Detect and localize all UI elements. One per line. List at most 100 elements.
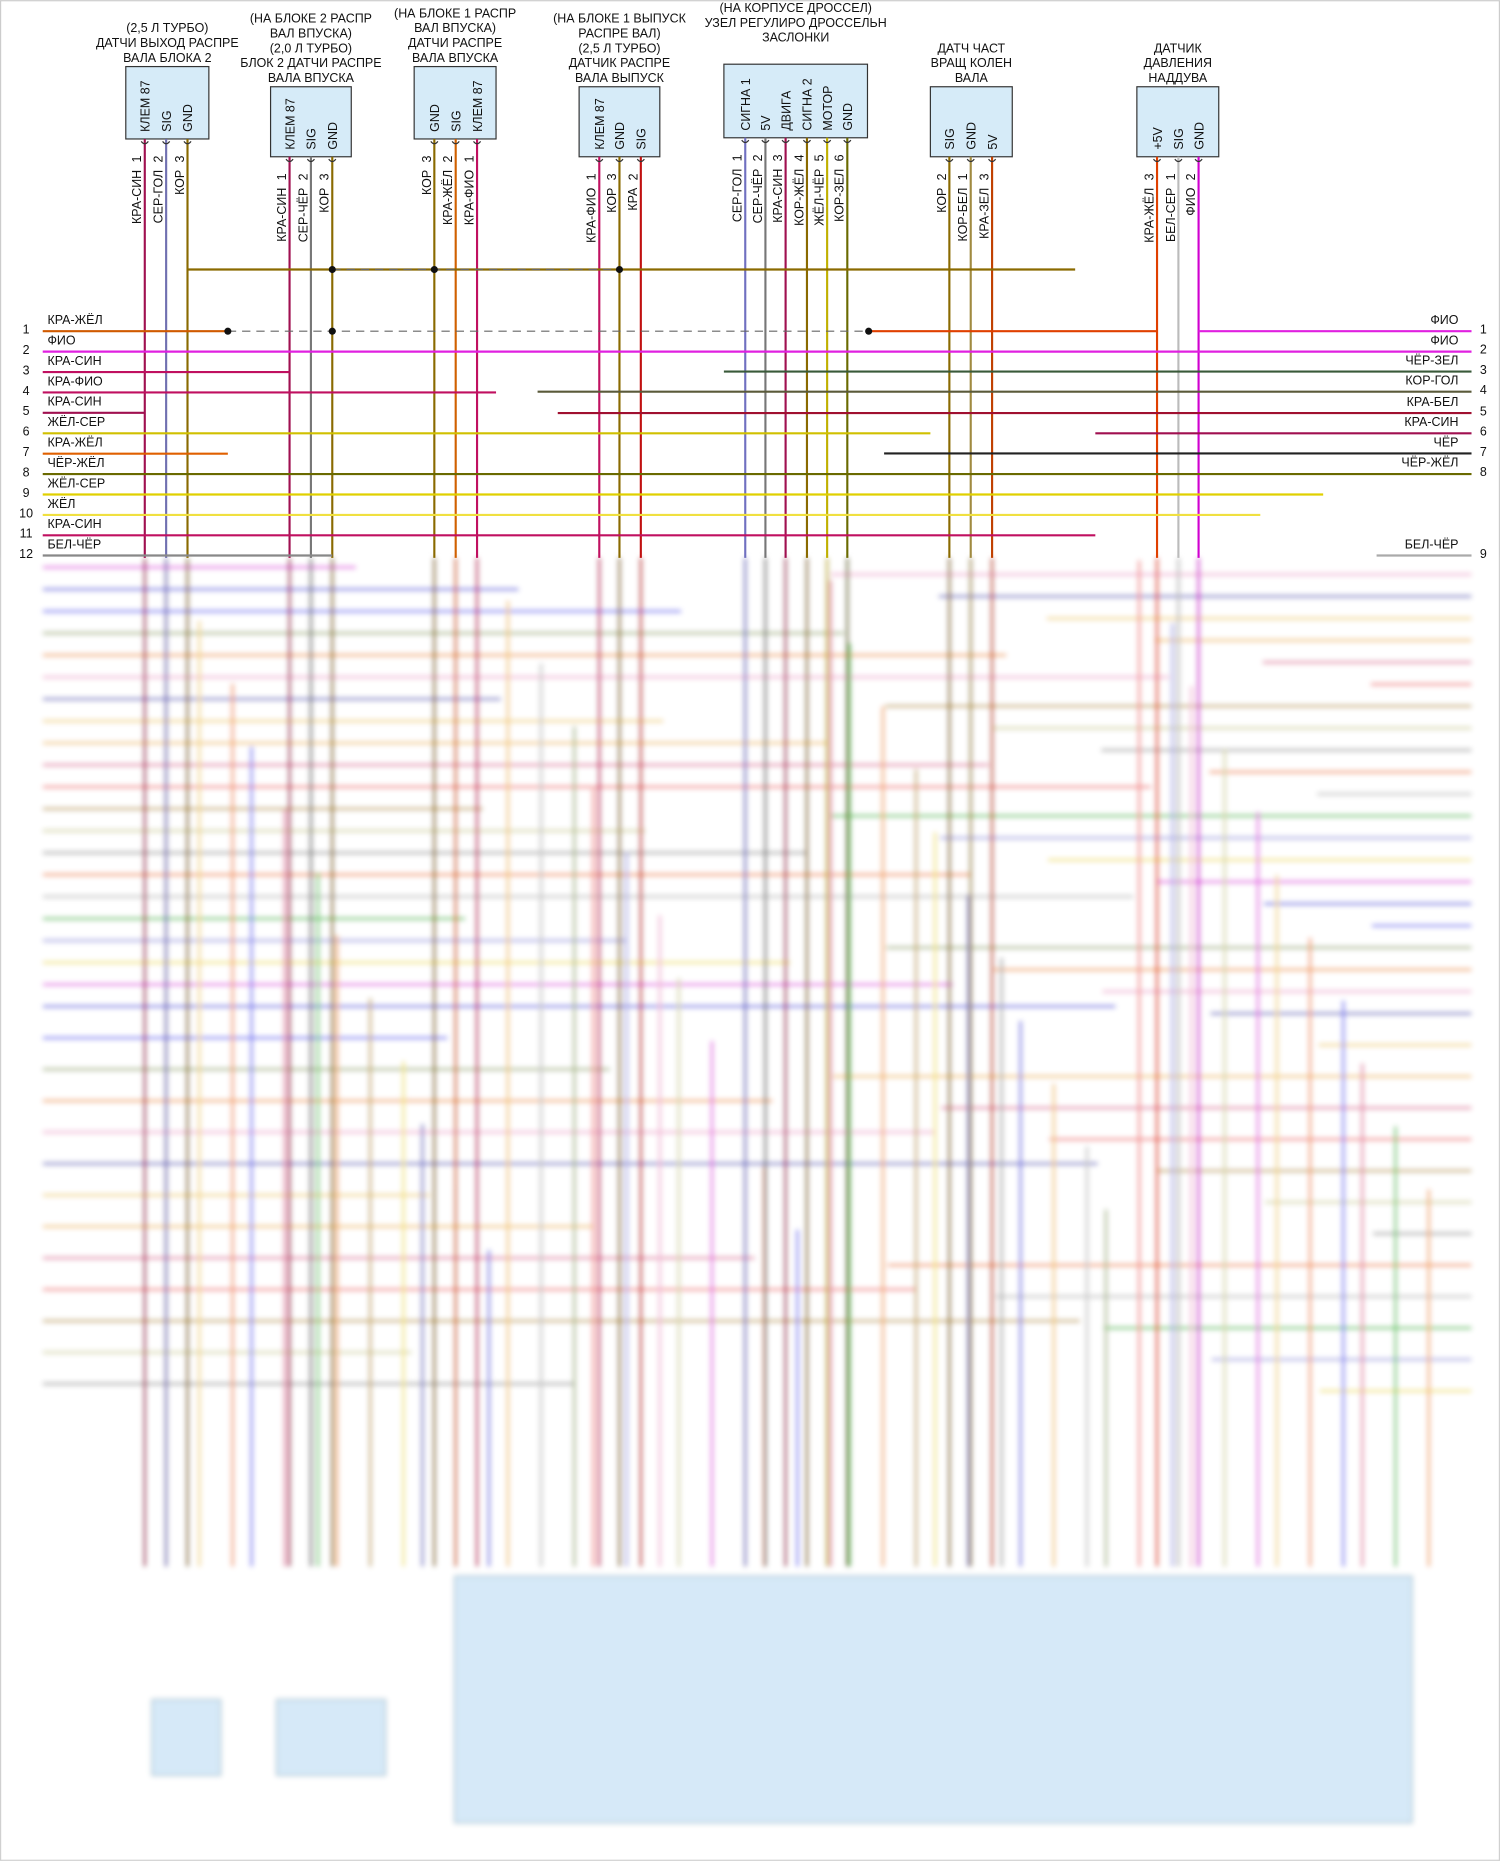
- row-number: 12: [19, 547, 33, 561]
- row-number: 6: [1480, 425, 1487, 439]
- pin-number: 2: [441, 156, 455, 163]
- row-label: КРА-ЖЁЛ: [47, 313, 102, 327]
- connector-title: ВАЛА: [955, 71, 989, 85]
- connector-title: (НА БЛОКЕ 1 ВЫПУСК: [553, 12, 687, 26]
- wire-color: КРА-ЖЁЛ: [441, 170, 455, 225]
- row-number: 7: [23, 445, 30, 459]
- wire-color: СЕР-ГОЛ: [152, 170, 166, 224]
- pin-label: SIG: [943, 128, 957, 149]
- splice: [328, 265, 336, 274]
- row-label: ЧЁР-ЗЕЛ: [1405, 353, 1458, 367]
- pin-arc: [843, 139, 852, 144]
- row-label: КРА-ЖЁЛ: [47, 436, 102, 450]
- connector-title: (НА КОРПУСЕ ДРОССЕЛ): [719, 1, 871, 15]
- row-label: КРА-БЕЛ: [1407, 395, 1459, 409]
- pin-label: GND: [428, 104, 442, 132]
- pin-number: 1: [731, 154, 745, 161]
- pin-label: GND: [964, 122, 978, 150]
- wire-color: КОР: [420, 170, 434, 195]
- wire-color: КОР-ЗЕЛ: [833, 169, 847, 222]
- pin-number: 3: [173, 156, 187, 163]
- pin-arc: [183, 140, 192, 145]
- pin-arc: [328, 158, 337, 163]
- wire-color: КРА-ЗЕЛ: [978, 188, 992, 239]
- wire-color: КОР: [173, 170, 187, 195]
- pin-arc: [823, 139, 832, 144]
- wire-color: КРА-ЖЁЛ: [1142, 188, 1156, 243]
- pin-arc: [451, 140, 460, 145]
- splice: [865, 327, 873, 335]
- row-number: 9: [23, 486, 30, 500]
- splice: [328, 327, 336, 335]
- pin-label: +5V: [1151, 126, 1165, 149]
- row-number: 4: [1480, 383, 1487, 397]
- row-label: КРА-СИН: [47, 395, 101, 409]
- wire-color: КРА-СИН: [130, 170, 144, 224]
- row-number: 10: [19, 506, 33, 520]
- blurred-area: [0, 557, 1500, 1861]
- connector-box: [125, 65, 210, 140]
- row-label: ЖЁЛ: [47, 497, 75, 511]
- pin-arc: [741, 139, 750, 144]
- row-number: 9: [1480, 547, 1487, 561]
- connector-title: ДАТЧ ЧАСТ: [937, 41, 1005, 55]
- row-number: 7: [1480, 445, 1487, 459]
- connector-title: ДАТЧИК РАСПРЕ: [569, 56, 670, 70]
- pin-number: 1: [462, 156, 476, 163]
- fade: [0, 557, 1500, 1861]
- connector-title: ВАЛА ВПУСКА: [412, 51, 499, 65]
- connector-title: ЗАСЛОНКИ: [762, 31, 829, 45]
- wire-color: СЕР-ГОЛ: [731, 169, 745, 223]
- pin-arc: [945, 158, 954, 163]
- pin-number: 3: [420, 156, 434, 163]
- connector-title: (2,0 Л ТУРБО): [270, 41, 352, 55]
- connector-title: ВАЛА БЛОКА 2: [123, 51, 211, 65]
- pin-arc: [781, 139, 790, 144]
- connector-box: [723, 63, 869, 139]
- pin-label: GND: [613, 122, 627, 150]
- row-label: КРА-СИН: [47, 354, 101, 368]
- row-number: 8: [1480, 465, 1487, 479]
- pin-arc: [306, 158, 315, 163]
- pin-number: 1: [1164, 173, 1178, 180]
- pin-arc: [1174, 158, 1183, 163]
- pin-number: 2: [296, 173, 310, 180]
- row-number: 1: [23, 323, 30, 337]
- pin-number: 3: [978, 173, 992, 180]
- row-number: 8: [23, 465, 30, 479]
- row-label: ЖЁЛ-СЕР: [47, 476, 105, 490]
- wire-color: СЕР-ЧЁР: [751, 169, 765, 224]
- pin-label: SIG: [449, 110, 463, 131]
- row-label: ФИО: [47, 334, 75, 348]
- wire-color: КОР-БЕЛ: [956, 188, 970, 242]
- row-number: 6: [23, 425, 30, 439]
- pin-label: СИГНА 1: [739, 78, 753, 130]
- pin-arc: [761, 139, 770, 144]
- connector-title: ДАТЧИ РАСПРЕ: [408, 36, 502, 50]
- pin-number: 4: [792, 154, 806, 161]
- connector-box: [269, 86, 352, 158]
- pin-arc: [636, 158, 645, 163]
- pin-label: СИГНА 2: [801, 78, 815, 130]
- connector-title: НАДДУВА: [1148, 71, 1208, 85]
- connector-title: (НА БЛОКЕ 1 РАСПР: [394, 6, 516, 20]
- row-label: КРА-ФИО: [47, 374, 103, 388]
- row-label: БЕЛ-ЧЁР: [47, 537, 101, 551]
- row-label: ФИО: [1430, 333, 1458, 347]
- pin-label: МОТОР: [821, 86, 835, 131]
- pin-label: SIG: [160, 110, 174, 131]
- pin-number: 1: [956, 173, 970, 180]
- pin-label: GND: [326, 122, 340, 150]
- pin-label: КЛЕМ 87: [139, 80, 153, 131]
- pin-arc: [988, 158, 997, 163]
- pin-number: 2: [1184, 173, 1198, 180]
- pin-arc: [473, 140, 482, 145]
- pin-label: SIG: [635, 128, 649, 149]
- connector-title: (2,5 Л ТУРБО): [578, 41, 660, 55]
- row-number: 1: [1480, 323, 1487, 337]
- pin-label: 5V: [759, 115, 773, 131]
- wire-color: КРА-СИН: [771, 169, 785, 223]
- splice: [615, 265, 624, 274]
- pin-arc: [595, 158, 604, 163]
